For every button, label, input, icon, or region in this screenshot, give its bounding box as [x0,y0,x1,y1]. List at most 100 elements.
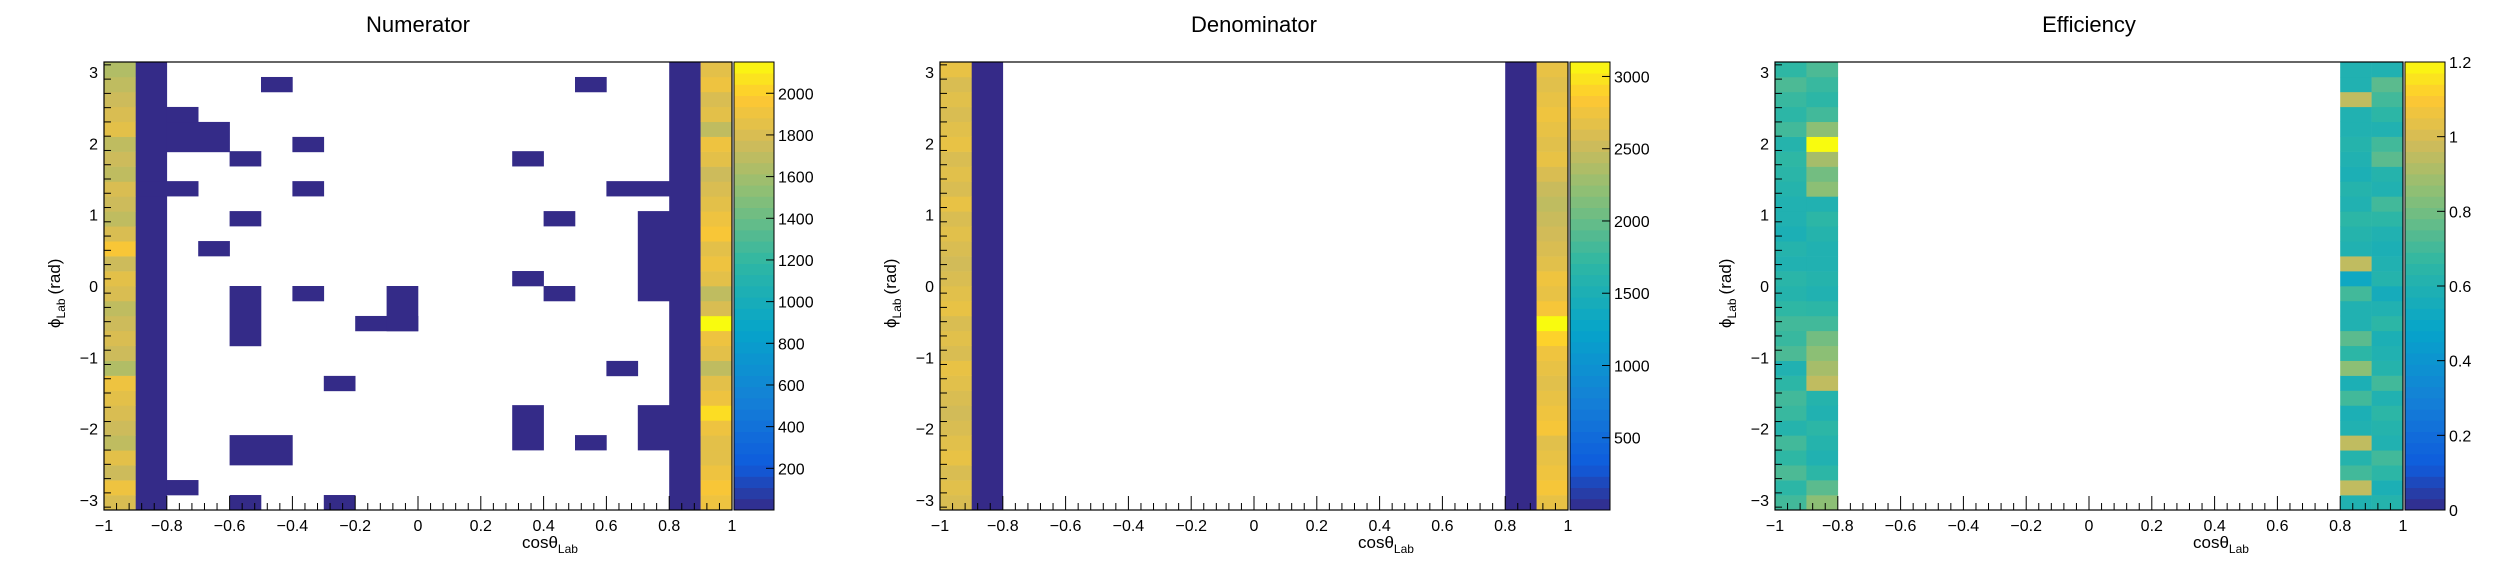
heatmap-cell [2371,256,2404,272]
heatmap-cell [1536,241,1569,257]
heatmap-cell [104,166,136,182]
plot-area [940,62,1568,510]
heatmap-cell [1536,495,1569,511]
heatmap-cell [940,241,972,257]
heatmap-cell [1806,151,1839,167]
x-tick-label: −0.8 [987,518,1019,535]
color-scale-band [2405,230,2445,242]
y-tick-label: 1 [89,208,98,225]
color-scale-band [2405,185,2445,197]
heatmap-cell [2340,465,2372,481]
heatmap-cell [2340,151,2372,167]
heatmap-cell [386,286,419,332]
x-tick-label: 0.6 [2266,518,2288,535]
heatmap-cell [1536,330,1569,347]
color-scale-band [2405,398,2445,410]
heatmap-cell [1536,420,1569,436]
heatmap-cell [104,360,136,376]
heatmap-cell [940,450,972,466]
heatmap-cell [104,480,136,496]
heatmap-cell [104,271,136,287]
heatmap-cell [1806,181,1839,197]
heatmap-cell [104,106,136,123]
color-scale-band [734,308,774,320]
x-tick-label: −0.6 [214,518,246,535]
color-scale-band [1570,297,1610,309]
heatmap-cell [1536,151,1569,167]
color-scale-band [2405,476,2445,488]
heatmap-cell [104,181,136,197]
z-tick-label: 1400 [778,211,814,228]
heatmap-cell [700,286,733,302]
z-tick-label: 0.6 [2449,279,2471,296]
color-scale-band [734,465,774,477]
heatmap-cell [2371,211,2404,227]
heatmap-cell [104,465,136,481]
color-scale-band [2405,308,2445,320]
heatmap-cell [1536,91,1569,108]
x-tick-label: 1 [1564,518,1573,535]
heatmap-cell [700,211,733,227]
x-axis-title: cosθLab [1358,533,1414,556]
heatmap-cell [2371,330,2404,347]
color-scale-band [1570,398,1610,410]
color-scale-band [1570,185,1610,197]
heatmap-cell [512,405,544,451]
heatmap-cell [700,465,733,481]
heatmap-cell [1806,121,1839,137]
heatmap-cell [104,345,136,361]
color-scale-band [1570,442,1610,455]
x-tick-label: 0.2 [2141,518,2163,535]
heatmap-cell [2340,300,2372,317]
heatmap-cell [700,420,733,436]
heatmap-cell [2371,390,2404,406]
color-scale-band [1570,342,1610,354]
heatmap-cell [2371,375,2404,391]
color-scale: 500 1000 1500 2000 2500 3000 [1569,61,1650,511]
y-axis-title-main: ϕ [881,318,900,328]
z-tick-label: 0.2 [2449,428,2471,445]
y-tick-label: 1 [925,208,934,225]
color-scale-band [1570,118,1610,130]
y-axis-title-unit: (rad) [881,259,900,295]
y-axis-title-main: ϕ [45,318,64,328]
heatmap-cell [1775,390,1807,406]
heatmap-cell [2371,62,2404,78]
heatmap-cell [2371,91,2404,108]
color-scale-band [1570,263,1610,276]
y-tick-label: −3 [1751,493,1769,510]
heatmap-cell [2340,390,2372,406]
x-axis-title: cosθLab [522,533,578,556]
heatmap-cell [2371,465,2404,481]
heatmap-cell [2371,136,2404,152]
color-scale-band [1570,274,1610,287]
heatmap-cell [1536,181,1569,197]
y-tick-label: −2 [80,422,98,439]
y-tick-label: 0 [925,279,934,296]
heatmap-cell [1806,450,1839,466]
heatmap-cell [1536,286,1569,302]
heatmap-cell [2340,286,2372,302]
heatmap-cell [135,62,168,511]
heatmap-cell [940,181,972,197]
x-tick-label: 0.4 [2203,518,2225,535]
heatmap-cell [2371,450,2404,466]
heatmap-cell [1806,76,1839,93]
x-axis-title-main: cosθ [1358,533,1394,552]
color-scale-band [2405,84,2445,96]
heatmap-cell [2371,121,2404,137]
heatmap-cell [198,241,230,257]
heatmap-cell [700,196,733,212]
heatmap-cell [104,300,136,317]
heatmap-cell [2340,211,2372,227]
heatmap-cell [1806,136,1839,152]
color-scale-band [1570,364,1610,376]
heatmap-cell [1806,256,1839,272]
color-scale-band [2405,465,2445,477]
y-tick-label: 0 [1760,279,1769,296]
heatmap-cell [1806,241,1839,257]
heatmap-cell [2340,121,2372,137]
z-tick-label: 1000 [1614,358,1650,375]
heatmap-cell [104,151,136,167]
color-scale-band [1570,308,1610,320]
